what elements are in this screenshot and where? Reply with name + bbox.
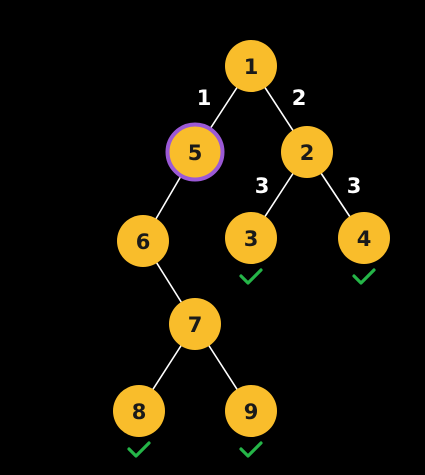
node-circle: [225, 212, 277, 264]
node-label: 7: [188, 313, 203, 337]
node-label: 2: [300, 141, 315, 165]
node-label: 1: [244, 55, 259, 79]
edge-label-2-3: 3: [255, 174, 270, 198]
node-6[interactable]: 6: [117, 215, 169, 267]
checkmark-icon: [127, 441, 151, 458]
node-5[interactable]: 5: [165, 122, 225, 182]
node-circle: [117, 215, 169, 267]
node-2[interactable]: 2: [281, 126, 333, 178]
node-7[interactable]: 7: [169, 298, 221, 350]
node-1[interactable]: 1: [225, 40, 277, 92]
edge-labels-layer: 1 2 3 3: [197, 86, 362, 198]
node-circle: [281, 126, 333, 178]
node-circle: [225, 385, 277, 437]
checks-layer: [127, 268, 376, 458]
node-circle: [225, 40, 277, 92]
node-circle: [338, 212, 390, 264]
node-circle: [113, 385, 165, 437]
node-label: 5: [188, 141, 203, 165]
nodes-layer: 1 5 2 6 3 4 7 8 9: [113, 40, 390, 437]
edge-label-2-4: 3: [347, 174, 362, 198]
checkmark-icon: [239, 268, 263, 285]
node-4[interactable]: 4: [338, 212, 390, 264]
node-label: 8: [132, 400, 147, 424]
node-label: 3: [244, 227, 259, 251]
node-label: 9: [244, 400, 259, 424]
node-circle: [169, 298, 221, 350]
checkmark-icon: [352, 268, 376, 285]
highlight-ring: [165, 122, 225, 182]
node-9[interactable]: 9: [225, 385, 277, 437]
node-8[interactable]: 8: [113, 385, 165, 437]
checkmark-icon: [239, 441, 263, 458]
node-3[interactable]: 3: [225, 212, 277, 264]
node-label: 6: [136, 230, 151, 254]
node-label: 4: [357, 227, 372, 251]
edge-label-1-2: 2: [292, 86, 307, 110]
edge-label-1-5: 1: [197, 86, 212, 110]
